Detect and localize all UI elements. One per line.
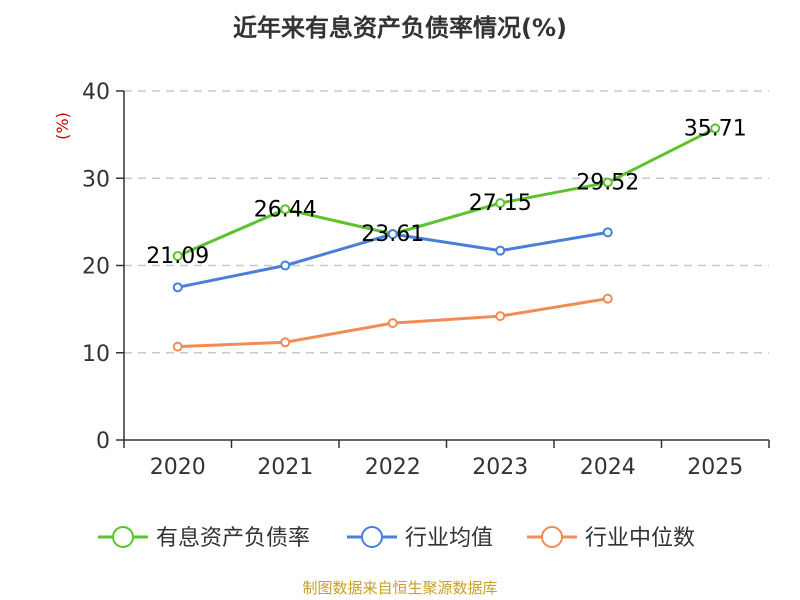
y-tick-label-30: 30	[82, 167, 110, 192]
series-line-0	[177, 127, 716, 258]
data-label-2020: 21.09	[146, 244, 209, 269]
series-1-point-2024	[602, 227, 613, 238]
legend-marker-0	[112, 526, 134, 548]
legend-label-1: 行业均值	[405, 526, 493, 551]
x-tick-label-2022: 2022	[365, 455, 421, 480]
y-tick-label-0: 0	[96, 429, 110, 454]
series-0-point-2024	[602, 177, 613, 188]
x-tick-label-2023: 2023	[472, 455, 528, 480]
legend-label-0: 有息资产负债率	[156, 526, 310, 551]
series-0-point-2021	[280, 204, 291, 215]
chart-title: 近年来有息资产负债率情况(%)	[233, 14, 567, 42]
y-tick-label-10: 10	[82, 342, 110, 367]
x-tick-label-2025: 2025	[687, 455, 743, 480]
data-label-2024: 29.52	[576, 170, 639, 195]
series-1-point-2020	[172, 282, 183, 293]
data-source-note: 制图数据来自恒生聚源数据库	[302, 579, 498, 597]
series-2-point-2020	[172, 341, 183, 352]
series-0-point-2020	[172, 250, 183, 261]
x-tick-label-2020: 2020	[150, 455, 206, 480]
legend-marker-2	[541, 526, 563, 548]
series-0-point-2025	[710, 123, 721, 134]
x-tick-label-2024: 2024	[580, 455, 636, 480]
series-2-point-2024	[602, 293, 613, 304]
x-tick-label-2021: 2021	[257, 455, 313, 480]
series-1-point-2021	[280, 260, 291, 271]
y-tick-label-40: 40	[82, 80, 110, 105]
legend-label-2: 行业中位数	[585, 526, 695, 551]
series-1-point-2022	[387, 229, 398, 240]
data-label-2025: 35.71	[684, 116, 747, 141]
y-axis-unit-label: (%)	[53, 112, 72, 140]
series-2-point-2023	[495, 311, 506, 322]
legend-marker-1	[361, 526, 383, 548]
data-label-2023: 27.15	[469, 191, 532, 216]
data-label-2021: 26.44	[254, 197, 317, 222]
series-0-point-2023	[495, 198, 506, 209]
series-2-point-2021	[280, 337, 291, 348]
data-label-2022: 23.61	[361, 222, 424, 247]
y-tick-label-20: 20	[82, 255, 110, 280]
series-2-point-2022	[387, 318, 398, 329]
series-1-point-2023	[495, 245, 506, 256]
